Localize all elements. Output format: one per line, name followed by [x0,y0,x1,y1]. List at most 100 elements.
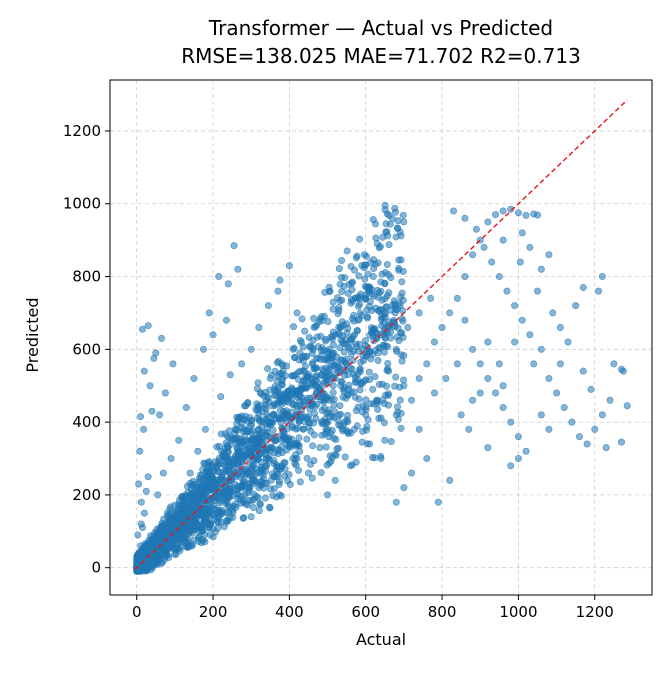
data-point [370,292,378,300]
data-point [392,233,400,241]
data-point [484,374,492,382]
data-point [361,337,369,345]
data-point [295,386,303,394]
data-point [400,218,408,226]
data-point [453,294,461,302]
data-point [142,487,150,495]
data-point [516,258,524,266]
data-point [146,382,154,390]
data-point [209,331,217,339]
data-point [392,498,400,506]
data-point [341,453,349,461]
data-point [267,418,275,426]
data-point [337,273,345,281]
data-point [356,366,364,374]
data-point [341,418,349,426]
data-point [187,492,195,500]
data-point [345,381,353,389]
data-point [186,469,194,477]
data-point [583,440,591,448]
data-point [568,418,576,426]
data-point [258,408,266,416]
data-point [366,331,374,339]
data-point [598,411,606,419]
data-point [231,435,239,443]
data-point [318,417,326,425]
data-point [353,343,361,351]
data-point [370,337,378,345]
data-point [194,447,202,455]
data-point [305,423,313,431]
data-point [140,425,148,433]
data-point [176,544,184,552]
data-point [329,305,337,313]
data-point [363,313,371,321]
chart-subtitle: RMSE=138.025 MAE=71.702 R2=0.713 [181,44,581,68]
data-point [244,501,252,509]
data-point [247,428,255,436]
x-tick-label: 200 [199,603,228,621]
data-point [507,418,515,426]
data-point [357,358,365,366]
data-point [217,490,225,498]
data-point [322,364,330,372]
data-point [276,369,284,377]
data-point [328,412,336,420]
data-point [492,389,500,397]
data-point [484,338,492,346]
data-point [280,459,288,467]
data-point [381,334,389,342]
data-point [393,333,401,341]
data-point [363,306,371,314]
data-point [330,401,338,409]
data-point [397,424,405,432]
data-point [369,350,377,358]
data-point [338,256,346,264]
data-point [587,385,595,393]
data-point [385,241,393,249]
data-point [318,317,326,325]
data-point [556,323,564,331]
data-point [312,414,320,422]
data-point [269,402,277,410]
data-point [397,409,405,417]
x-tick-label: 800 [428,603,457,621]
data-point [396,396,404,404]
data-point [394,217,402,225]
data-point [372,329,380,337]
data-point [205,309,213,317]
data-point [476,389,484,397]
data-point [374,357,382,365]
data-point [314,343,322,351]
data-point [269,492,277,500]
data-point [324,491,332,499]
data-point [518,229,526,237]
data-point [304,469,312,477]
data-point [200,345,208,353]
data-point [317,469,325,477]
data-point [229,513,237,521]
data-point [299,343,307,351]
data-point [430,389,438,397]
data-point [375,289,383,297]
data-point [364,270,372,278]
data-point [262,455,270,463]
data-point [140,545,148,553]
data-point [499,236,507,244]
data-point [276,276,284,284]
data-point [375,414,383,422]
data-point [408,469,416,477]
data-point [309,346,317,354]
data-point [198,487,206,495]
data-point [381,201,389,209]
data-point [305,370,313,378]
data-point [342,394,350,402]
chart-title: Transformer — Actual vs Predicted [208,16,553,40]
data-point [274,287,282,295]
data-point [453,360,461,368]
data-point [598,273,606,281]
data-point [352,407,360,415]
data-point [291,354,299,362]
data-point [545,374,553,382]
x-tick-label: 400 [275,603,304,621]
